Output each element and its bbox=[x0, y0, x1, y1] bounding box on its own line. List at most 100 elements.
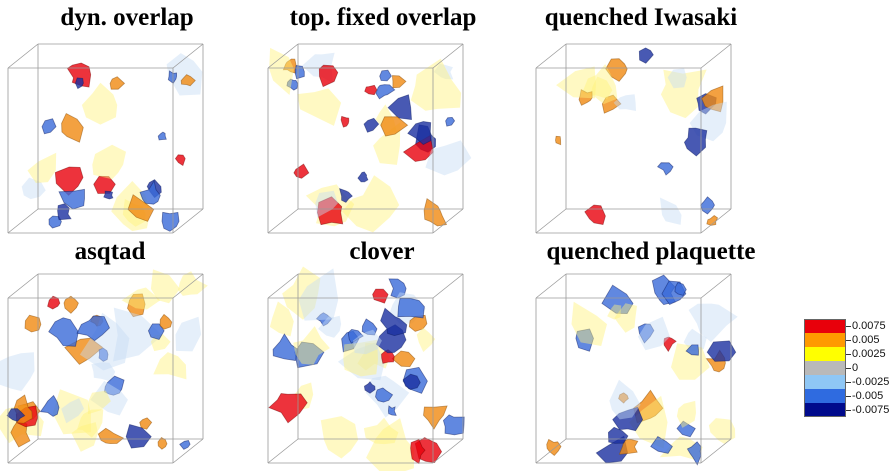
density-blob bbox=[363, 117, 380, 133]
density-blobs bbox=[269, 47, 472, 233]
density-blob bbox=[57, 203, 72, 221]
density-blob bbox=[363, 381, 376, 394]
density-blob bbox=[41, 118, 57, 135]
density-blob bbox=[700, 196, 715, 215]
cube-frame bbox=[535, 273, 732, 464]
density-blob bbox=[397, 297, 425, 319]
cube-edge bbox=[700, 273, 732, 299]
panel-title-quenched-iwasaki: quenched Iwasaki bbox=[544, 4, 738, 31]
density-blob bbox=[380, 307, 408, 337]
legend-label: -0.0025 bbox=[852, 376, 890, 388]
density-blob bbox=[92, 144, 126, 180]
cube-edge bbox=[7, 438, 39, 464]
density-blob bbox=[54, 166, 84, 196]
legend-label: -0.005 bbox=[852, 390, 884, 402]
density-blob bbox=[601, 284, 634, 315]
legend-swatch bbox=[804, 403, 846, 417]
density-blob bbox=[76, 315, 110, 342]
density-blob bbox=[683, 127, 708, 157]
density-blob bbox=[391, 350, 416, 368]
density-blob bbox=[159, 313, 173, 330]
density-blob bbox=[66, 62, 92, 88]
cube-edge bbox=[172, 438, 204, 464]
density-blob bbox=[701, 85, 724, 113]
density-blobs bbox=[21, 53, 203, 232]
density-blob bbox=[316, 196, 344, 226]
density-blob bbox=[556, 66, 596, 99]
density-blob bbox=[268, 393, 308, 424]
cube-render-dyn-overlap bbox=[2, 38, 212, 234]
density-blob bbox=[139, 417, 153, 430]
density-blob bbox=[638, 47, 654, 64]
density-blob bbox=[663, 336, 677, 353]
density-blob bbox=[269, 47, 294, 95]
density-blob bbox=[127, 293, 146, 318]
density-blobs bbox=[546, 274, 738, 466]
cube-edge bbox=[172, 43, 204, 69]
cube-svg bbox=[267, 43, 472, 234]
cube-edge bbox=[432, 273, 464, 299]
density-blob bbox=[103, 190, 114, 200]
density-blob bbox=[90, 380, 128, 416]
legend-label: 0.0025 bbox=[852, 348, 886, 360]
density-blob bbox=[58, 188, 85, 210]
cube-edge bbox=[700, 43, 732, 69]
density-blob bbox=[297, 88, 342, 126]
density-blob bbox=[178, 271, 208, 296]
density-blob bbox=[656, 162, 674, 176]
cube-edge bbox=[7, 43, 39, 69]
density-blob bbox=[357, 171, 369, 183]
density-blob bbox=[298, 268, 339, 321]
density-blob bbox=[315, 312, 333, 327]
density-blob bbox=[71, 422, 98, 452]
density-blob bbox=[618, 392, 629, 404]
cube-svg bbox=[267, 266, 465, 471]
density-blob bbox=[109, 76, 126, 90]
density-blob bbox=[575, 328, 594, 352]
density-blob bbox=[337, 342, 385, 381]
density-blob bbox=[52, 389, 91, 435]
density-blob bbox=[293, 326, 330, 365]
density-blob bbox=[607, 426, 629, 444]
density-blob bbox=[269, 301, 294, 337]
cube-edge bbox=[7, 273, 39, 299]
density-blob bbox=[364, 84, 378, 96]
density-blob bbox=[676, 420, 696, 438]
density-blob bbox=[416, 327, 436, 352]
density-blob bbox=[339, 187, 353, 203]
cube-render-quenched-iwasaki bbox=[530, 38, 740, 234]
density-blob bbox=[379, 69, 392, 82]
density-blob bbox=[363, 417, 399, 445]
density-blob bbox=[660, 69, 707, 119]
density-blob bbox=[423, 198, 448, 227]
cube-edge bbox=[535, 43, 567, 69]
density-blob bbox=[294, 65, 305, 80]
density-blob bbox=[61, 398, 84, 424]
density-blob bbox=[612, 406, 644, 432]
density-blob bbox=[685, 344, 699, 356]
density-blob bbox=[113, 307, 163, 362]
density-blob bbox=[706, 340, 737, 362]
density-blob bbox=[372, 288, 389, 304]
cube-render-asqtad bbox=[0, 268, 212, 464]
density-blob bbox=[21, 177, 46, 200]
cube-edge bbox=[432, 438, 464, 464]
cube-svg bbox=[535, 43, 732, 234]
density-blob bbox=[179, 440, 191, 450]
density-blob bbox=[361, 318, 378, 336]
density-blob bbox=[375, 387, 394, 403]
density-blob bbox=[671, 343, 710, 380]
density-blob bbox=[629, 395, 668, 449]
density-blob bbox=[442, 414, 465, 436]
density-blob bbox=[0, 352, 35, 392]
density-blob bbox=[391, 75, 407, 89]
cube-edge bbox=[432, 208, 464, 234]
legend-tick bbox=[846, 354, 851, 355]
density-blob bbox=[601, 94, 622, 114]
legend-tick bbox=[846, 326, 851, 327]
cube-edge bbox=[432, 43, 464, 69]
density-blob bbox=[425, 140, 472, 176]
density-blob bbox=[77, 409, 104, 438]
density-blob bbox=[175, 316, 202, 352]
cube-edge bbox=[7, 208, 39, 234]
